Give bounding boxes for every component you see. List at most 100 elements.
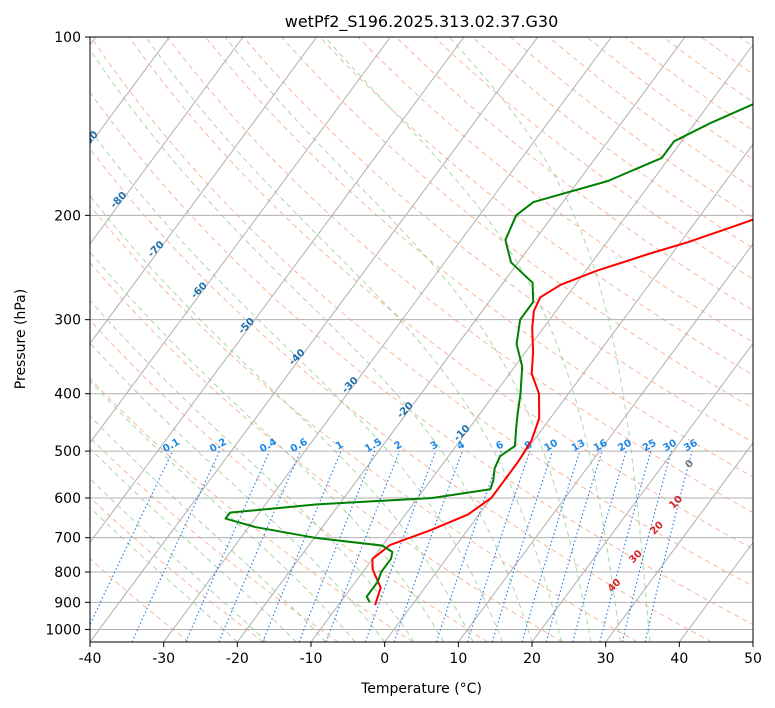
y-tick-label: 900 [54,595,81,611]
isotherm-label: -100 [63,47,89,73]
mixing-ratio-label: 16 [592,438,610,455]
plot-frame [89,36,754,643]
dry-adiabat [662,37,753,103]
y-tick-label: 500 [54,444,81,460]
isotherm [90,37,391,444]
dry-adiabat [739,37,753,48]
moist-adiabat [324,37,621,642]
y-tick-label: 400 [54,387,81,403]
y-tick-label: 700 [54,531,81,547]
x-tick-label: 10 [449,651,467,667]
isotherm [310,43,753,642]
mixing-ratio-line [572,450,627,642]
x-tick-label: 30 [597,651,615,667]
moist-adiabat-label: 10 [667,494,685,512]
moist-adiabat [90,342,386,642]
dry-adiabat [90,319,488,642]
mixing-ratio-line [185,450,271,642]
y-tick-label: 1000 [45,622,81,638]
mixing-ratio-line [218,450,302,642]
moist-adiabat [90,506,238,642]
mixing-ratio-line [298,450,376,642]
isotherm [163,37,612,642]
mixing-ratio-line [599,450,652,642]
isotherm [90,37,539,642]
mixing-ratio-line [545,450,603,642]
y-tick-label: 100 [54,30,81,46]
dry-adiabat [243,37,753,443]
dry-adiabat [204,37,753,478]
mixing-ratio-line [262,450,342,642]
moist-adiabat [145,37,562,642]
isotherm-label: -70 [146,239,167,260]
dry-adiabat [395,37,753,311]
mixing-ratio-label: 10 [542,438,560,455]
dry-adiabat [510,37,753,219]
x-axis-ticks: -40 -30 -20 -10 0 10 20 30 40 50 [79,642,762,667]
dewpoint-line [224,103,753,603]
mixing-ratio-line [364,450,437,642]
isotherm-label: -80 [109,190,130,211]
mixing-ratio-line [621,450,672,642]
dry-adiabat [166,37,753,514]
isotherm [678,541,753,642]
dry-adiabat [548,37,753,189]
moist-adiabat [90,447,297,642]
dry-adiabat [90,204,638,642]
moist-adiabat [90,194,474,642]
y-tick-label: 600 [54,491,81,507]
x-tick-label: -10 [300,651,323,667]
mixing-ratio-line [90,450,174,626]
moist-adiabat [90,128,503,642]
moist-adiabat [448,37,651,642]
isotherm-label: -20 [395,400,416,421]
mixing-ratio-label: 2 [393,439,405,452]
x-tick-label: -40 [79,651,102,667]
x-axis-label: Temperature (°C) [360,681,482,697]
x-tick-label: 0 [380,651,389,667]
x-tick-label: 40 [670,651,688,667]
moist-adiabat [90,380,356,642]
mixing-ratio-label: 6 [494,439,506,452]
mixing-ratio-line [491,450,554,642]
mixing-ratio-label: 0.6 [289,437,310,455]
moist-adiabat-label: 40 [606,577,624,595]
dry-adiabat [90,37,753,587]
isotherm [90,37,170,146]
chart-title: wetPf2_S196.2025.313.02.37.G30 [285,12,559,32]
dry-adiabat [700,37,753,75]
dry-adiabat [90,91,753,626]
y-tick-label: 800 [54,565,81,581]
y-tick-label: 200 [54,208,81,224]
dry-adiabat [90,148,712,642]
isotherm [605,442,753,642]
mixing-ratio-line [325,450,401,642]
mixing-ratio-line [393,450,463,642]
y-tick-label: 300 [54,313,81,329]
mixing-ratio-label: 13 [570,438,588,455]
dry-adiabat [90,558,190,642]
mixing-ratio-line [521,450,581,642]
moist-adiabat [90,48,533,642]
mixing-ratio-label: 3 [429,439,441,452]
isotherm [90,37,465,544]
moist-adiabat [90,251,445,642]
data-series [224,103,753,606]
mixing-ratio-label: 25 [641,438,659,455]
mixing-ratio-line [644,450,693,642]
mixing-ratio-label: 4 [455,439,467,452]
moist-adiabat-label: 0 [684,458,697,471]
mixing-ratio-label: 30 [661,438,679,455]
dry-adiabat [90,377,414,642]
dry-adiabat [90,436,339,642]
moist-adiabat [90,477,268,642]
isotherm [384,143,753,642]
moist-adiabat [90,415,327,642]
y-axis-label: Pressure (hPa) [13,289,29,389]
x-tick-label: -30 [152,651,175,667]
moist-adiabat-label: 20 [648,520,666,538]
isotherm [531,342,753,642]
temperature-line [371,218,753,606]
mixing-ratio-label: 1.5 [363,437,384,455]
